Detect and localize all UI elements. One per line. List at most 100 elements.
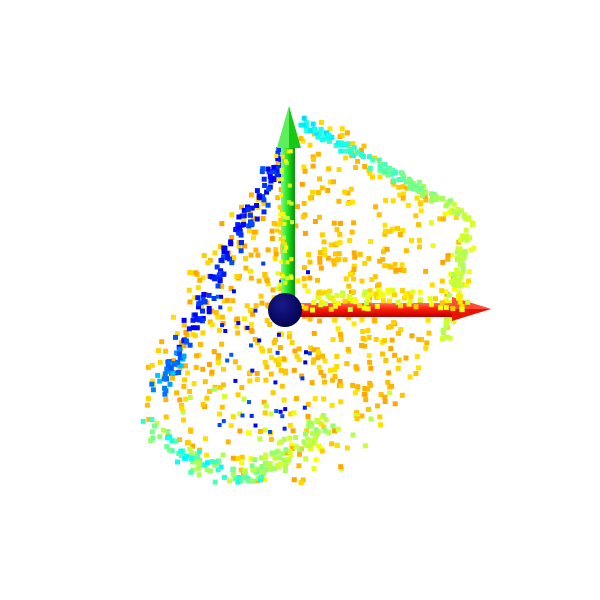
cloud-point: [280, 154, 285, 159]
cloud-point: [339, 126, 345, 132]
cloud-point: [268, 436, 274, 442]
cloud-point: [383, 228, 388, 234]
cloud-point: [368, 416, 374, 422]
cloud-point: [180, 409, 186, 415]
cloud-point: [176, 370, 182, 375]
point-cloud-points-back: [140, 115, 477, 486]
cloud-point: [217, 423, 222, 427]
cloud-point: [275, 228, 280, 233]
cloud-point: [162, 385, 168, 391]
cloud-point: [345, 141, 351, 147]
cloud-point: [316, 290, 322, 296]
cloud-point: [234, 323, 240, 329]
cloud-point: [361, 305, 367, 311]
cloud-point: [286, 334, 292, 340]
cloud-point: [157, 378, 163, 384]
cloud-point: [430, 243, 436, 249]
cloud-point: [301, 439, 307, 445]
cloud-point: [335, 300, 341, 306]
cloud-point: [175, 459, 180, 465]
cloud-point: [261, 201, 267, 207]
cloud-point: [177, 366, 183, 372]
cloud-point: [457, 278, 463, 284]
cloud-point: [433, 296, 438, 302]
cloud-point: [391, 319, 397, 325]
cloud-point: [200, 275, 206, 281]
cloud-point: [320, 353, 326, 359]
cloud-point: [325, 255, 331, 261]
cloud-point: [345, 346, 351, 352]
cloud-point: [270, 287, 276, 293]
cloud-point: [463, 216, 469, 222]
cloud-point: [390, 167, 396, 173]
cloud-point: [279, 332, 285, 338]
cloud-point: [376, 212, 382, 218]
cloud-point: [197, 449, 202, 455]
cloud-point: [306, 443, 312, 449]
cloud-point: [149, 429, 155, 435]
cloud-point: [413, 213, 419, 219]
cloud-point: [359, 343, 364, 348]
cloud-point: [196, 317, 202, 323]
cloud-point: [311, 300, 317, 305]
cloud-point: [453, 215, 459, 220]
cloud-point: [311, 357, 317, 363]
cloud-point: [248, 456, 254, 462]
cloud-point: [414, 195, 420, 201]
cloud-point: [406, 301, 412, 307]
cloud-point: [248, 252, 254, 258]
cloud-point: [269, 466, 275, 472]
cloud-point: [276, 440, 282, 446]
cloud-point: [228, 241, 234, 247]
cloud-point: [197, 341, 203, 347]
cloud-point: [429, 198, 434, 204]
cloud-point: [272, 256, 278, 261]
cloud-point: [332, 428, 338, 434]
cloud-point: [440, 196, 446, 202]
cloud-point: [397, 232, 403, 238]
cloud-point: [232, 475, 238, 481]
cloud-point: [425, 317, 431, 323]
cloud-point: [337, 378, 343, 384]
cloud-point: [323, 417, 329, 423]
cloud-point: [392, 352, 398, 358]
cloud-point: [191, 381, 197, 387]
cloud-point: [200, 366, 206, 372]
cloud-point: [278, 156, 283, 162]
cloud-point: [253, 423, 258, 428]
cloud-point: [392, 401, 398, 407]
cloud-point: [366, 353, 372, 359]
cloud-point: [321, 396, 327, 402]
cloud-point: [305, 413, 311, 419]
cloud-point: [418, 208, 424, 214]
cloud-point: [318, 421, 324, 427]
cloud-point: [253, 247, 259, 253]
cloud-point: [296, 463, 302, 469]
cloud-point: [269, 450, 275, 456]
cloud-point: [206, 362, 212, 367]
cloud-point: [437, 216, 443, 222]
cloud-point: [299, 181, 305, 187]
cloud-point: [207, 468, 213, 474]
cloud-point: [152, 423, 157, 429]
cloud-point: [327, 126, 333, 132]
cloud-point: [409, 333, 415, 339]
cloud-point: [293, 396, 299, 402]
cloud-point: [248, 322, 254, 327]
cloud-point: [351, 289, 357, 295]
cloud-point: [350, 141, 356, 147]
cloud-point: [427, 296, 433, 302]
cloud-point: [300, 214, 306, 220]
cloud-point: [391, 178, 397, 184]
cloud-point: [377, 163, 383, 169]
cloud-point: [283, 280, 288, 285]
cloud-point: [221, 271, 227, 277]
cloud-point: [300, 138, 306, 144]
cloud-point: [235, 479, 241, 485]
cloud-point: [285, 276, 290, 281]
cloud-point: [241, 468, 247, 474]
cloud-point: [200, 308, 205, 314]
cloud-point: [344, 130, 350, 136]
